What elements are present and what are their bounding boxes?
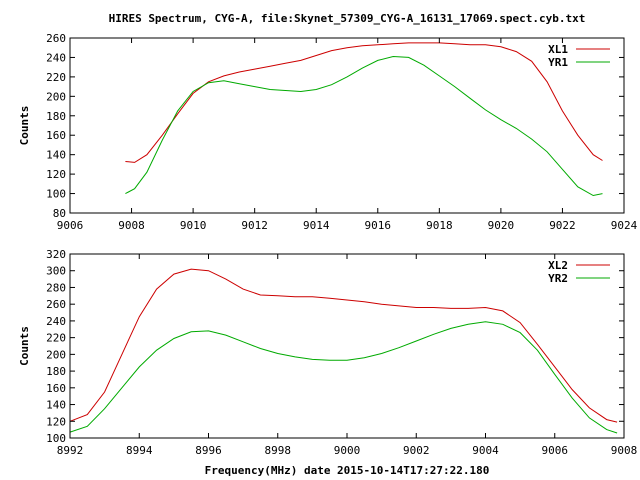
- y-tick-label: 120: [46, 415, 66, 428]
- plot-frame: [69, 37, 625, 214]
- x-tick-label: 9006: [57, 219, 84, 232]
- x-tick-label: 9020: [488, 219, 515, 232]
- y-tick-label: 220: [46, 332, 66, 345]
- y-tick-label: 100: [46, 432, 66, 445]
- y-tick-label: 200: [46, 90, 66, 103]
- legend-label-yr2: YR2: [548, 272, 568, 285]
- series-line-xl1: [125, 42, 603, 163]
- x-tick-label: 9008: [118, 219, 145, 232]
- y-tick-label: 300: [46, 265, 66, 278]
- y-tick-label: 140: [46, 399, 66, 412]
- y-tick-label: 280: [46, 281, 66, 294]
- x-tick-label: 8992: [57, 444, 84, 457]
- x-tick-label: 9000: [334, 444, 361, 457]
- x-tick-label: 8994: [126, 444, 153, 457]
- legend-label-xl1: XL1: [548, 43, 568, 56]
- y-tick-label: 200: [46, 348, 66, 361]
- y-tick-label: 260: [46, 32, 66, 45]
- x-tick-label: 9010: [180, 219, 207, 232]
- x-tick-label: 9004: [472, 444, 499, 457]
- x-tick-label: 8998: [265, 444, 292, 457]
- legend-label-yr1: YR1: [548, 56, 568, 69]
- bottom-spectrum-panel: 8992 8994 8996 8998 9000 9002 9004 9006 9008 100 1…: [18, 248, 637, 457]
- x-tick-label: 8996: [195, 444, 222, 457]
- x-tick-label: 9016: [365, 219, 392, 232]
- series-line-yr2: [69, 321, 618, 434]
- x-tick-label: 9014: [303, 219, 330, 232]
- series-line-xl2: [69, 268, 618, 423]
- top-spectrum-panel: 9006 9008 9010 9012 9014 9016 9018 9020 9022 9024…: [18, 32, 638, 232]
- y-tick-label: 240: [46, 315, 66, 328]
- y-tick-label: 160: [46, 382, 66, 395]
- y-tick-label: 180: [46, 365, 66, 378]
- figure-title: HIRES Spectrum, CYG-A, file:Skynet_57309…: [109, 12, 586, 25]
- frequency-axis-label: Frequency(MHz) date 2015-10-14T17:27:22.…: [205, 464, 490, 477]
- y-tick-label: 80: [53, 207, 66, 220]
- x-tick-label: 9022: [549, 219, 576, 232]
- y-axis-label: Counts: [18, 326, 31, 366]
- legend-label-xl2: XL2: [548, 259, 568, 272]
- y-tick-label: 140: [46, 149, 66, 162]
- y-tick-label: 320: [46, 248, 66, 261]
- y-tick-label: 240: [46, 51, 66, 64]
- x-tick-label: 9018: [426, 219, 453, 232]
- y-tick-label: 100: [46, 188, 66, 201]
- y-tick-label: 160: [46, 129, 66, 142]
- y-tick-label: 120: [46, 168, 66, 181]
- x-tick-label: 9002: [403, 444, 430, 457]
- y-tick-label: 260: [46, 298, 66, 311]
- x-tick-label: 9012: [241, 219, 268, 232]
- x-tick-label: 9006: [542, 444, 569, 457]
- y-tick-label: 220: [46, 71, 66, 84]
- x-tick-label: 9008: [611, 444, 638, 457]
- y-tick-label: 180: [46, 110, 66, 123]
- y-axis-label: Counts: [18, 106, 31, 146]
- series-line-yr1: [125, 55, 603, 197]
- x-tick-label: 9024: [611, 219, 638, 232]
